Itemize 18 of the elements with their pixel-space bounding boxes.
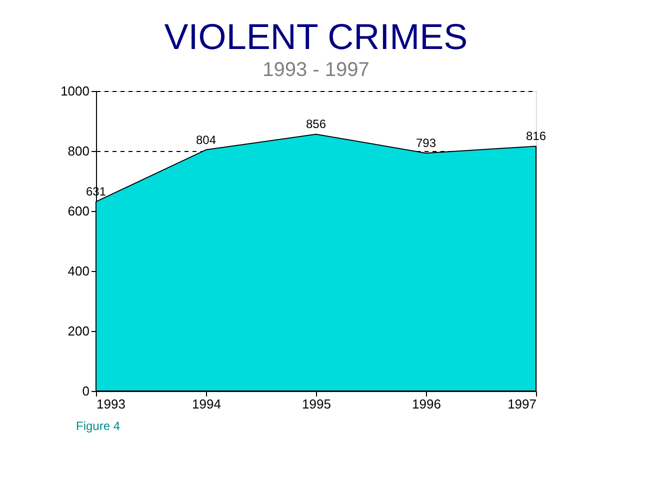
x-tick-label: 1996 (412, 396, 441, 412)
x-tick-label: 1995 (302, 396, 331, 412)
y-tick-label: 600 (68, 204, 90, 218)
data-label: 804 (196, 132, 216, 147)
y-tick-label: 800 (68, 144, 90, 158)
data-label: 816 (526, 129, 546, 144)
data-label: 793 (416, 136, 436, 150)
caption: Figure 4 (76, 419, 120, 433)
x-tick-label: 1997 (508, 396, 536, 412)
y-tick-label: 200 (68, 324, 90, 338)
y-tick-label: 400 (68, 264, 90, 278)
x-tick-label: 1994 (192, 396, 221, 412)
x-tick-label: 1993 (96, 396, 126, 412)
chart-subtitle: 1993 - 1997 (262, 59, 370, 81)
y-tick-label: 1000 (60, 84, 90, 98)
y-tick-label: 0 (82, 384, 90, 398)
data-label: 856 (306, 117, 326, 132)
chart-title: VIOLENT CRIMES (164, 16, 468, 57)
